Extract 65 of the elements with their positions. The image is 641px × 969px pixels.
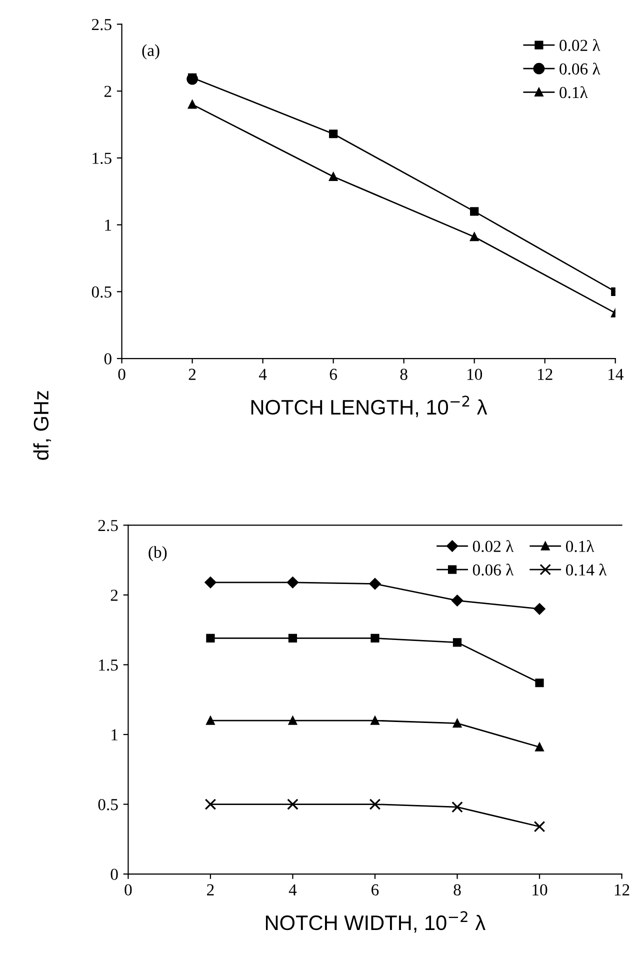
point	[204, 576, 216, 588]
legend-label: 0.1λ	[566, 540, 594, 552]
annotation: (a)	[142, 44, 160, 60]
x-tick-label: 10	[467, 368, 482, 380]
point	[288, 716, 298, 725]
legend-label: 0.06 λ	[560, 62, 600, 75]
point	[369, 798, 381, 810]
x-tick-label: 2	[207, 884, 214, 896]
y-tick-label: 1	[112, 729, 118, 740]
point	[287, 798, 298, 810]
x-tick-label: 4	[258, 368, 267, 380]
x-tick-label: 2	[188, 368, 196, 380]
point	[370, 716, 380, 725]
point	[534, 820, 546, 832]
y-axis-title: df, GHz	[33, 391, 52, 460]
point	[286, 576, 298, 588]
point	[452, 801, 463, 813]
y-tick-label: 2	[110, 590, 118, 601]
x-tick-label: 0	[124, 884, 132, 896]
y-tick-label: 2	[104, 86, 112, 97]
x-axis-title: NOTCH WIDTH, 10$^{−2}$ λ	[266, 911, 486, 933]
point	[288, 634, 298, 643]
point	[329, 172, 338, 181]
y-tick-label: 0.5	[92, 286, 112, 298]
x-tick-label: 8	[400, 368, 408, 380]
x-tick-label: 12	[538, 368, 552, 380]
y-tick-label: 0	[110, 868, 118, 880]
point	[534, 603, 546, 615]
point	[188, 100, 197, 109]
x-tick-label: 12	[614, 884, 630, 896]
y-tick-label: 2.5	[92, 18, 112, 30]
x-tick-label: 4	[288, 884, 297, 896]
point	[329, 130, 338, 138]
x-tick-label: 6	[372, 884, 379, 896]
y-tick-label: 1.5	[92, 152, 112, 164]
y-tick-label: 1	[105, 220, 112, 231]
point	[535, 678, 544, 688]
x-axis-title: NOTCH LENGTH, 10$^{−2}$ λ	[251, 396, 488, 418]
point	[370, 634, 380, 643]
y-tick-label: 2.5	[98, 520, 118, 532]
x-tick-label: 8	[454, 884, 461, 896]
x-tick-label: 0	[118, 368, 126, 380]
x-tick-label: 6	[330, 368, 337, 380]
point	[369, 578, 381, 590]
point	[470, 232, 479, 242]
y-tick-label: 0	[104, 353, 112, 364]
point	[452, 719, 462, 728]
point	[204, 798, 216, 810]
legend-label: 0.1λ	[560, 86, 588, 98]
y-tick-label: 1.5	[99, 660, 118, 671]
x-tick-label: 14	[608, 368, 624, 380]
legend-label: 0.14 λ	[566, 564, 607, 576]
annotation: (b)	[148, 546, 167, 562]
y-tick-label: 0.5	[98, 798, 118, 810]
point	[470, 207, 479, 216]
legend-label: 0.02 λ	[472, 540, 514, 552]
point	[206, 716, 215, 725]
point	[452, 638, 462, 647]
x-tick-label: 10	[532, 884, 548, 896]
point	[206, 634, 215, 643]
point	[186, 73, 198, 85]
point	[452, 594, 463, 606]
point	[535, 742, 544, 752]
legend-label: 0.02 λ	[560, 39, 600, 52]
legend-label: 0.06 λ	[472, 564, 514, 576]
